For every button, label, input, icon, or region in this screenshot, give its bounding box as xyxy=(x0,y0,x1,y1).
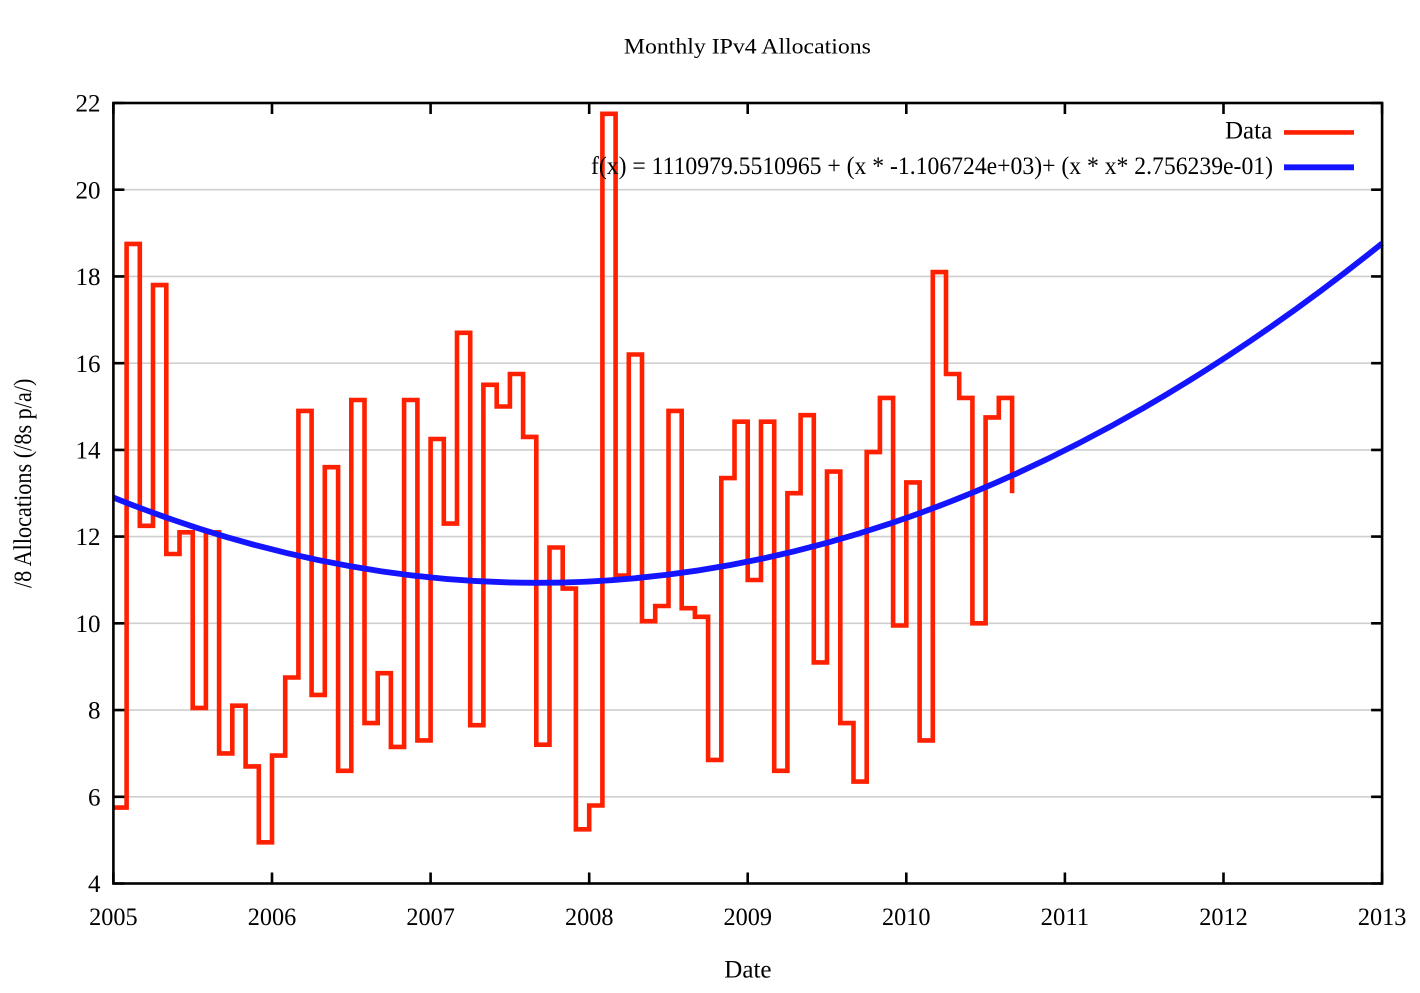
svg-text:Monthly IPv4 Allocations: Monthly IPv4 Allocations xyxy=(624,34,871,59)
svg-text:/8 Allocations (/8s p/a/): /8 Allocations (/8s p/a/) xyxy=(10,379,37,589)
svg-text:22: 22 xyxy=(76,91,101,118)
svg-text:2012: 2012 xyxy=(1199,904,1248,931)
svg-text:Data: Data xyxy=(1225,118,1272,145)
svg-text:2007: 2007 xyxy=(406,904,455,931)
svg-text:16: 16 xyxy=(76,351,101,378)
svg-text:2006: 2006 xyxy=(248,904,297,931)
svg-text:2009: 2009 xyxy=(723,904,772,931)
svg-text:20: 20 xyxy=(76,177,101,204)
svg-text:2005: 2005 xyxy=(89,904,138,931)
svg-text:2011: 2011 xyxy=(1041,904,1090,931)
svg-text:Date: Date xyxy=(724,956,771,983)
svg-text:4: 4 xyxy=(88,871,101,898)
svg-text:18: 18 xyxy=(76,264,101,291)
svg-text:f(x) = 1110979.5510965 + (x *: f(x) = 1110979.5510965 + (x * -1.106724e… xyxy=(591,153,1273,180)
svg-text:12: 12 xyxy=(76,524,101,551)
svg-text:14: 14 xyxy=(76,438,102,465)
svg-text:2013: 2013 xyxy=(1358,904,1407,931)
svg-text:2010: 2010 xyxy=(882,904,931,931)
svg-text:8: 8 xyxy=(88,698,101,725)
svg-text:2008: 2008 xyxy=(565,904,614,931)
svg-text:6: 6 xyxy=(88,784,101,811)
svg-text:10: 10 xyxy=(76,611,101,638)
